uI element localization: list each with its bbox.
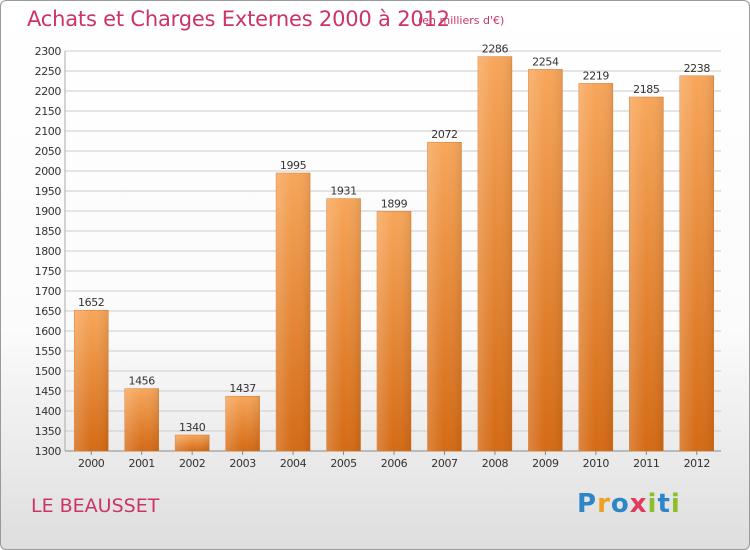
- bar-shade: [175, 435, 210, 451]
- y-tick-label: 1900: [35, 205, 62, 218]
- proxiti-logo: Proxiti: [577, 489, 681, 519]
- logo-letter: P: [577, 489, 598, 519]
- bar-shade: [276, 173, 311, 451]
- logo-letter: i: [670, 489, 681, 519]
- bar-shade: [679, 75, 714, 452]
- y-tick-label: 1950: [35, 185, 62, 198]
- y-tick-label: 1450: [35, 385, 62, 398]
- data-label: 1456: [128, 375, 155, 388]
- logo-letter: x: [629, 489, 648, 519]
- data-label: 2254: [532, 55, 559, 68]
- y-tick-label: 1400: [35, 405, 62, 418]
- bar-shade: [326, 198, 361, 451]
- x-tick-label: 2000: [78, 457, 105, 470]
- x-tick-label: 2011: [633, 457, 659, 470]
- y-tick-label: 1600: [35, 325, 62, 338]
- x-tick-label: 2002: [179, 457, 205, 470]
- logo-letter: i: [647, 489, 658, 519]
- bar-shade: [629, 97, 664, 451]
- chart-title: Achats et Charges Externes 2000 à 2012: [27, 7, 450, 31]
- y-tick-label: 1650: [35, 305, 62, 318]
- bar-shade: [74, 310, 109, 451]
- bar-shade: [477, 56, 512, 451]
- y-tick-label: 1300: [35, 445, 62, 458]
- data-label: 2219: [583, 69, 610, 82]
- x-tick-label: 2007: [431, 457, 458, 470]
- unit-label: (en milliers d'€): [418, 14, 505, 27]
- y-tick-label: 2000: [35, 165, 62, 178]
- y-tick-label: 2250: [35, 65, 62, 78]
- bar-shade: [528, 69, 563, 452]
- data-label: 1652: [78, 296, 104, 309]
- y-tick-label: 1750: [35, 265, 62, 278]
- bar-shade: [377, 211, 411, 451]
- bar-shade: [124, 388, 159, 451]
- x-tick-label: 2012: [684, 457, 710, 470]
- data-label: 2185: [633, 83, 660, 96]
- y-tick-label: 1700: [35, 285, 62, 298]
- y-tick-label: 2200: [35, 85, 62, 98]
- data-label: 1437: [229, 382, 256, 395]
- data-label: 1899: [381, 197, 408, 210]
- logo-letter: r: [597, 489, 611, 519]
- y-tick-label: 2300: [35, 45, 62, 58]
- data-label: 2238: [684, 62, 711, 75]
- data-label: 1931: [330, 185, 356, 198]
- y-tick-label: 1550: [35, 345, 62, 358]
- x-tick-label: 2004: [280, 457, 307, 470]
- y-tick-label: 2100: [35, 125, 62, 138]
- logo-letter: t: [657, 489, 671, 519]
- x-tick-label: 2006: [381, 457, 408, 470]
- x-tick-label: 2010: [583, 457, 610, 470]
- x-tick-label: 2008: [482, 457, 509, 470]
- data-label: 1340: [179, 421, 206, 434]
- y-tick-label: 2150: [35, 105, 62, 118]
- bar-shade: [427, 142, 462, 451]
- y-tick-label: 1850: [35, 225, 62, 238]
- x-tick-label: 2001: [128, 457, 154, 470]
- data-label: 2072: [431, 128, 457, 141]
- y-tick-label: 1500: [35, 365, 62, 378]
- bar-shade: [578, 83, 613, 452]
- data-label: 2286: [482, 43, 509, 56]
- bar-shade: [225, 396, 260, 451]
- y-tick-label: 1350: [35, 425, 62, 438]
- x-tick-label: 2009: [532, 457, 559, 470]
- x-tick-label: 2005: [330, 457, 357, 470]
- place-name: LE BEAUSSET: [31, 495, 160, 517]
- x-tick-label: 2003: [229, 457, 256, 470]
- y-tick-label: 2050: [35, 145, 62, 158]
- data-label: 1995: [280, 159, 307, 172]
- logo-letter: o: [610, 489, 630, 519]
- y-tick-label: 1800: [35, 245, 62, 258]
